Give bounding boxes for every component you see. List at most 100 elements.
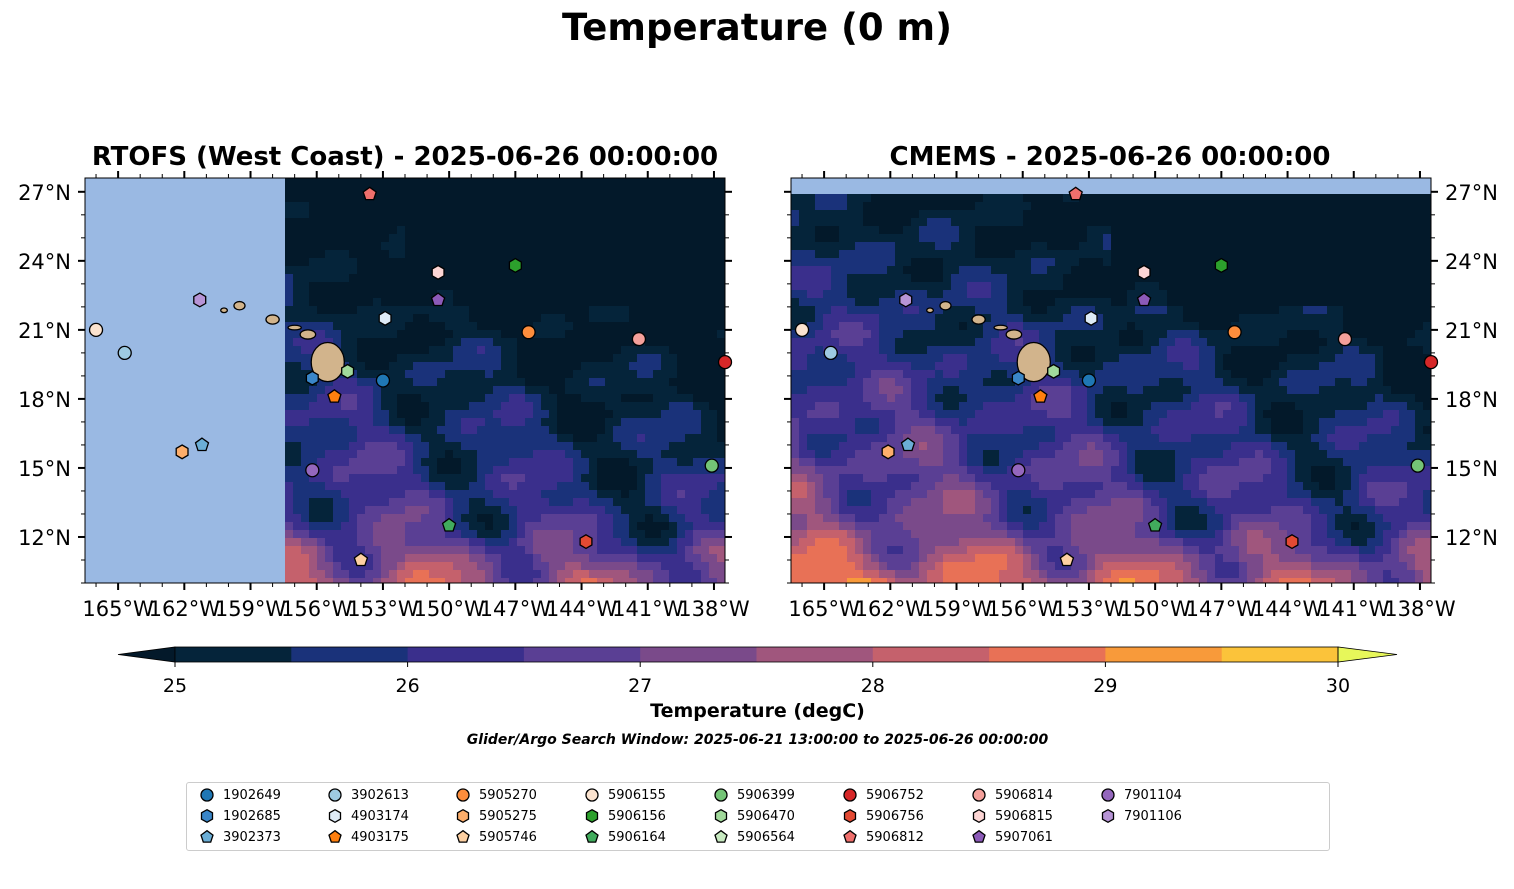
float-marker-5905746[interactable] — [353, 552, 369, 567]
lat-tick-label: 18°N — [1445, 388, 1498, 412]
legend-item-5906164[interactable]: 5906164 — [584, 829, 666, 845]
legend-marker-5906815[interactable] — [972, 808, 986, 824]
float-marker-1902685[interactable] — [1011, 370, 1025, 386]
legend-marker-5906164[interactable] — [585, 829, 599, 843]
float-marker-5906155[interactable] — [88, 322, 104, 338]
legend-marker-5906156[interactable] — [585, 808, 599, 824]
float-marker-4903174[interactable] — [378, 310, 392, 326]
float-marker-5906814[interactable] — [1337, 331, 1353, 347]
legend-marker-7901104[interactable] — [1101, 788, 1115, 802]
float-marker-4903175[interactable] — [327, 388, 342, 403]
legend-marker-5906756[interactable] — [843, 808, 857, 824]
float-marker-7901106[interactable] — [899, 292, 913, 308]
legend-item-5906564[interactable]: 5906564 — [713, 829, 795, 845]
float-marker-5905275[interactable] — [175, 444, 189, 460]
float-marker-5906815[interactable] — [431, 264, 445, 280]
float-marker-3902373[interactable] — [194, 437, 210, 452]
float-marker-5906470[interactable] — [341, 363, 355, 379]
float-marker-5906815[interactable] — [1137, 264, 1151, 280]
float-marker-5906164[interactable] — [441, 517, 457, 532]
legend-item-5906752[interactable]: 5906752 — [842, 787, 924, 803]
float-marker-5906155[interactable] — [794, 322, 810, 338]
float-marker-5906756[interactable] — [1285, 534, 1299, 550]
legend-item-5906815[interactable]: 5906815 — [971, 808, 1053, 824]
legend-item-5906399[interactable]: 5906399 — [713, 787, 795, 803]
float-marker-7901106[interactable] — [193, 292, 207, 308]
float-marker-5906399[interactable] — [1410, 458, 1425, 473]
legend-item-1902649[interactable]: 1902649 — [199, 787, 281, 803]
float-marker-3902613[interactable] — [117, 345, 132, 361]
legend-label: 7901104 — [1124, 787, 1182, 803]
legend-item-3902373[interactable]: 3902373 — [199, 829, 281, 845]
legend-marker-5905275[interactable] — [456, 808, 470, 824]
legend-item-4903175[interactable]: 4903175 — [327, 829, 409, 845]
legend-marker-5906752[interactable] — [843, 788, 857, 802]
float-marker-5906756[interactable] — [579, 534, 593, 550]
float-marker-5906812[interactable] — [1068, 186, 1083, 201]
cmems-map[interactable]: 165°W162°W159°W156°W153°W150°W147°W144°W… — [760, 170, 1514, 630]
legend-item-7901104[interactable]: 7901104 — [1100, 787, 1182, 803]
legend-marker-5906470[interactable] — [714, 808, 728, 824]
float-marker-5905270[interactable] — [521, 325, 536, 340]
float-marker-5906752[interactable] — [717, 354, 733, 370]
float-marker-5906399[interactable] — [704, 458, 719, 473]
float-marker-3902613[interactable] — [823, 345, 838, 361]
legend-marker-4903174[interactable] — [328, 808, 342, 824]
legend-marker-5905746[interactable] — [456, 829, 470, 843]
float-marker-5907061[interactable] — [1136, 292, 1152, 307]
legend-label: 5906164 — [608, 829, 666, 845]
legend-marker-3902613[interactable] — [328, 788, 342, 802]
legend-label: 3902613 — [351, 787, 409, 803]
legend-item-5905270[interactable]: 5905270 — [455, 787, 537, 803]
float-marker-5906752[interactable] — [1423, 354, 1439, 370]
legend-label: 7901106 — [1124, 808, 1182, 824]
legend-marker-3902373[interactable] — [200, 829, 214, 843]
legend-item-5906814[interactable]: 5906814 — [971, 787, 1053, 803]
float-marker-1902685[interactable] — [305, 370, 319, 386]
legend-marker-1902649[interactable] — [200, 788, 214, 802]
island-landmass — [1005, 329, 1023, 340]
float-marker-5906164[interactable] — [1147, 517, 1163, 532]
legend-item-5906756[interactable]: 5906756 — [842, 808, 924, 824]
legend-item-4903174[interactable]: 4903174 — [327, 808, 409, 824]
legend-item-5907061[interactable]: 5907061 — [971, 829, 1053, 845]
legend-item-5905746[interactable]: 5905746 — [455, 829, 537, 845]
float-marker-5906814[interactable] — [631, 331, 647, 347]
legend-item-1902685[interactable]: 1902685 — [199, 808, 281, 824]
legend-marker-5906814[interactable] — [972, 788, 986, 802]
float-marker-5905270[interactable] — [1227, 325, 1242, 340]
float-marker-1902649[interactable] — [1081, 373, 1097, 388]
legend-marker-7901106[interactable] — [1101, 808, 1115, 824]
legend-marker-5907061[interactable] — [972, 829, 986, 843]
float-marker-5905275[interactable] — [881, 444, 895, 460]
legend-marker-5906155[interactable] — [585, 788, 599, 802]
float-marker-5906470[interactable] — [1047, 363, 1061, 379]
legend-item-7901106[interactable]: 7901106 — [1100, 808, 1182, 824]
legend-marker-5906399[interactable] — [714, 788, 728, 802]
float-marker-5906812[interactable] — [362, 186, 377, 201]
legend-marker-5906812[interactable] — [843, 829, 857, 843]
legend-item-5905275[interactable]: 5905275 — [455, 808, 537, 824]
legend-item-5906155[interactable]: 5906155 — [584, 787, 666, 803]
legend-marker-4903175[interactable] — [328, 829, 342, 843]
legend-marker-1902685[interactable] — [200, 808, 214, 824]
legend-item-5906812[interactable]: 5906812 — [842, 829, 924, 845]
legend-item-5906156[interactable]: 5906156 — [584, 808, 666, 824]
legend-marker-5906564[interactable] — [714, 829, 728, 843]
legend-item-3902613[interactable]: 3902613 — [327, 787, 409, 803]
float-marker-4903175[interactable] — [1033, 388, 1048, 403]
float-marker-5906156[interactable] — [1214, 257, 1228, 274]
colorbar-tick-label: 27 — [628, 675, 652, 697]
float-marker-1902649[interactable] — [375, 373, 391, 388]
float-marker-5907061[interactable] — [430, 292, 446, 307]
float-marker-7901104[interactable] — [305, 463, 320, 478]
rtofs-map[interactable]: 165°W162°W159°W156°W153°W150°W147°W144°W… — [0, 170, 760, 630]
float-marker-5906156[interactable] — [508, 257, 522, 274]
float-marker-3902373[interactable] — [900, 437, 916, 452]
legend-item-5906470[interactable]: 5906470 — [713, 808, 795, 824]
float-marker-4903174[interactable] — [1084, 310, 1098, 326]
float-marker-7901104[interactable] — [1011, 463, 1026, 478]
lat-tick-label: 18°N — [18, 388, 71, 412]
legend-marker-5905270[interactable] — [456, 788, 470, 802]
float-marker-5905746[interactable] — [1059, 552, 1075, 567]
